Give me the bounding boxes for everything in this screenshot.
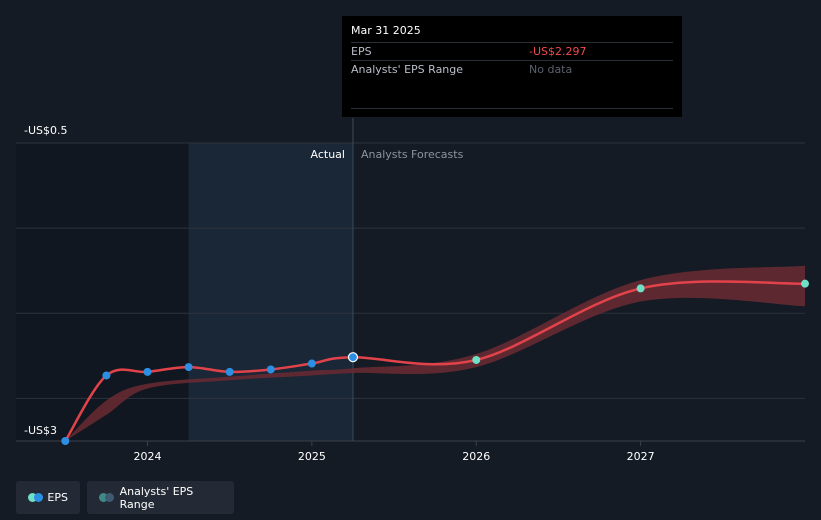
legend-range-button[interactable]: Analysts' EPS Range: [87, 481, 234, 514]
actual-label: Actual: [311, 148, 345, 161]
y-tick-label-top: -US$0.5: [24, 124, 68, 137]
x-tick-label: 2025: [298, 450, 326, 463]
x-tick-label: 2026: [462, 450, 490, 463]
tooltip-divider: [351, 108, 673, 109]
x-tick-label: 2024: [134, 450, 162, 463]
eps-point: [801, 279, 809, 288]
x-axis-ticks: 2024 2025 2026 2027: [134, 441, 655, 463]
hover-tooltip: Mar 31 2025 EPS -US$2.297 Analysts' EPS …: [342, 16, 682, 117]
eps-point: [225, 367, 234, 376]
tooltip-eps-label: EPS: [351, 45, 372, 58]
tooltip-range-value: No data: [529, 63, 573, 76]
legend-range-label: Analysts' EPS Range: [119, 484, 194, 511]
tooltip-eps-row: EPS -US$2.297: [351, 42, 673, 60]
eps-point: [472, 355, 481, 364]
tooltip-eps-value: -US$2.297: [529, 45, 587, 58]
legend-eps-label: EPS: [47, 491, 68, 504]
eps-point: [266, 365, 275, 374]
eps-point: [184, 363, 193, 372]
legend-eps-button[interactable]: EPS: [16, 481, 80, 514]
analysts-eps-range-band: [65, 265, 805, 441]
tooltip-range-label: Analysts' EPS Range: [351, 63, 464, 76]
y-tick-label-bottom: -US$3: [24, 424, 57, 437]
eps-point: [102, 371, 111, 380]
tooltip-date: Mar 31 2025: [351, 24, 421, 37]
eps-markers: [61, 279, 809, 445]
forecast-label: Analysts Forecasts: [361, 148, 464, 161]
eps-point: [143, 367, 152, 376]
range-legend-icon: [99, 493, 114, 502]
tooltip-range-row: Analysts' EPS Range No data: [351, 60, 673, 78]
eps-point: [61, 437, 70, 445]
eps-legend-icon: [28, 493, 43, 502]
eps-point: [307, 359, 316, 368]
eps-point: [347, 352, 359, 363]
history-shade: [16, 143, 189, 441]
actual-period-shade: [188, 143, 353, 441]
eps-point: [636, 284, 645, 293]
x-tick-label: 2027: [627, 450, 655, 463]
